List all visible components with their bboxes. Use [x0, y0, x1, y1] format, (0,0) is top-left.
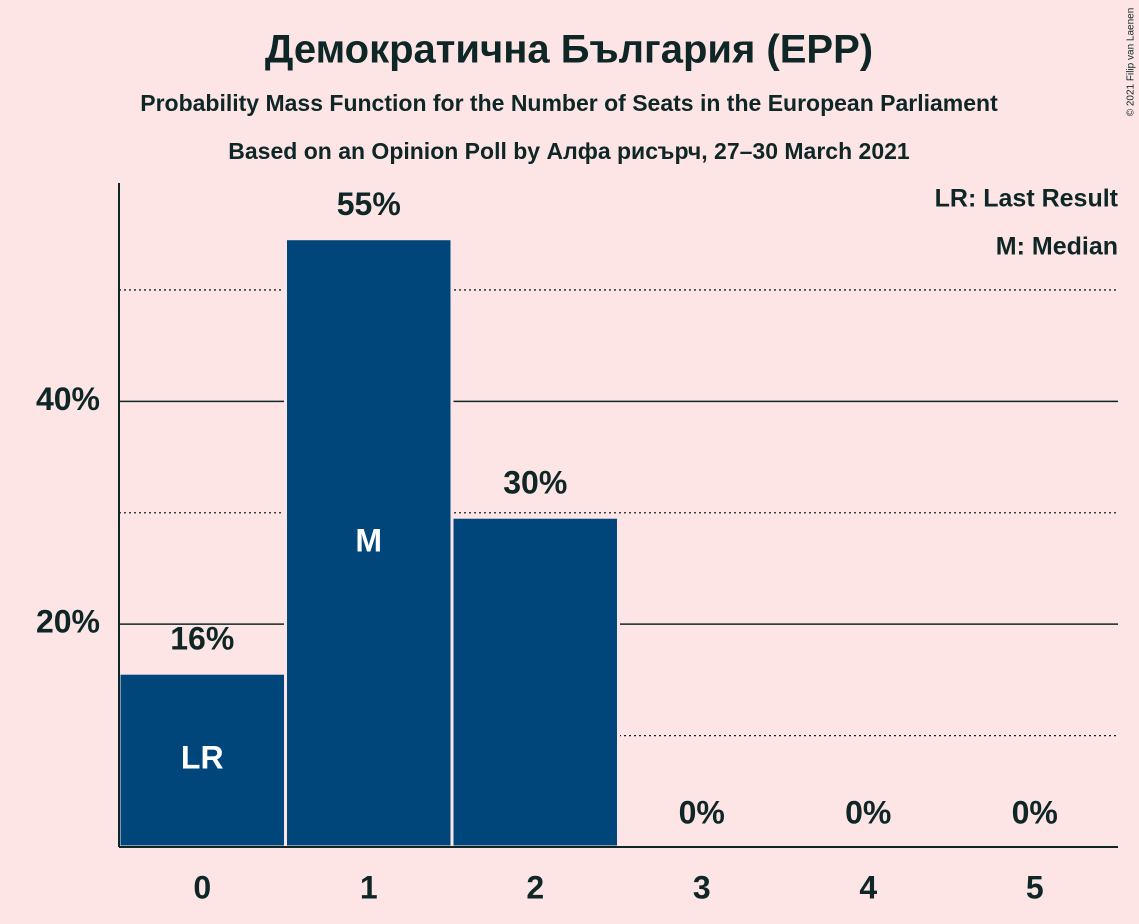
y-tick-label: 40%	[36, 381, 100, 417]
legend-entry: LR: Last Result	[935, 185, 1119, 213]
value-label: 0%	[679, 794, 725, 830]
value-label: 30%	[503, 465, 567, 501]
y-tick-label: 20%	[36, 604, 100, 640]
x-tick-label: 2	[526, 869, 544, 905]
value-label: 0%	[1012, 794, 1058, 830]
value-label: 16%	[170, 621, 234, 657]
bar	[284, 237, 454, 849]
value-label: 55%	[337, 186, 401, 222]
bar-marker: M	[355, 522, 382, 558]
bar-marker: LR	[181, 740, 224, 776]
bar	[450, 515, 620, 849]
x-tick-label: 5	[1026, 869, 1044, 905]
x-tick-label: 1	[360, 869, 378, 905]
value-label: 0%	[845, 794, 891, 830]
chart-title: Демократична България (EPP)	[265, 28, 873, 72]
legend-entry: M: Median	[996, 233, 1118, 261]
chart-subtitle: Probability Mass Function for the Number…	[140, 90, 998, 116]
x-tick-label: 0	[193, 869, 211, 905]
copyright: © 2021 Filip van Laenen	[1126, 8, 1137, 117]
chart-source: Based on an Opinion Poll by Алфа рисърч,…	[228, 138, 910, 164]
bar	[117, 671, 287, 849]
x-tick-label: 4	[859, 869, 877, 905]
x-tick-label: 3	[693, 869, 711, 905]
